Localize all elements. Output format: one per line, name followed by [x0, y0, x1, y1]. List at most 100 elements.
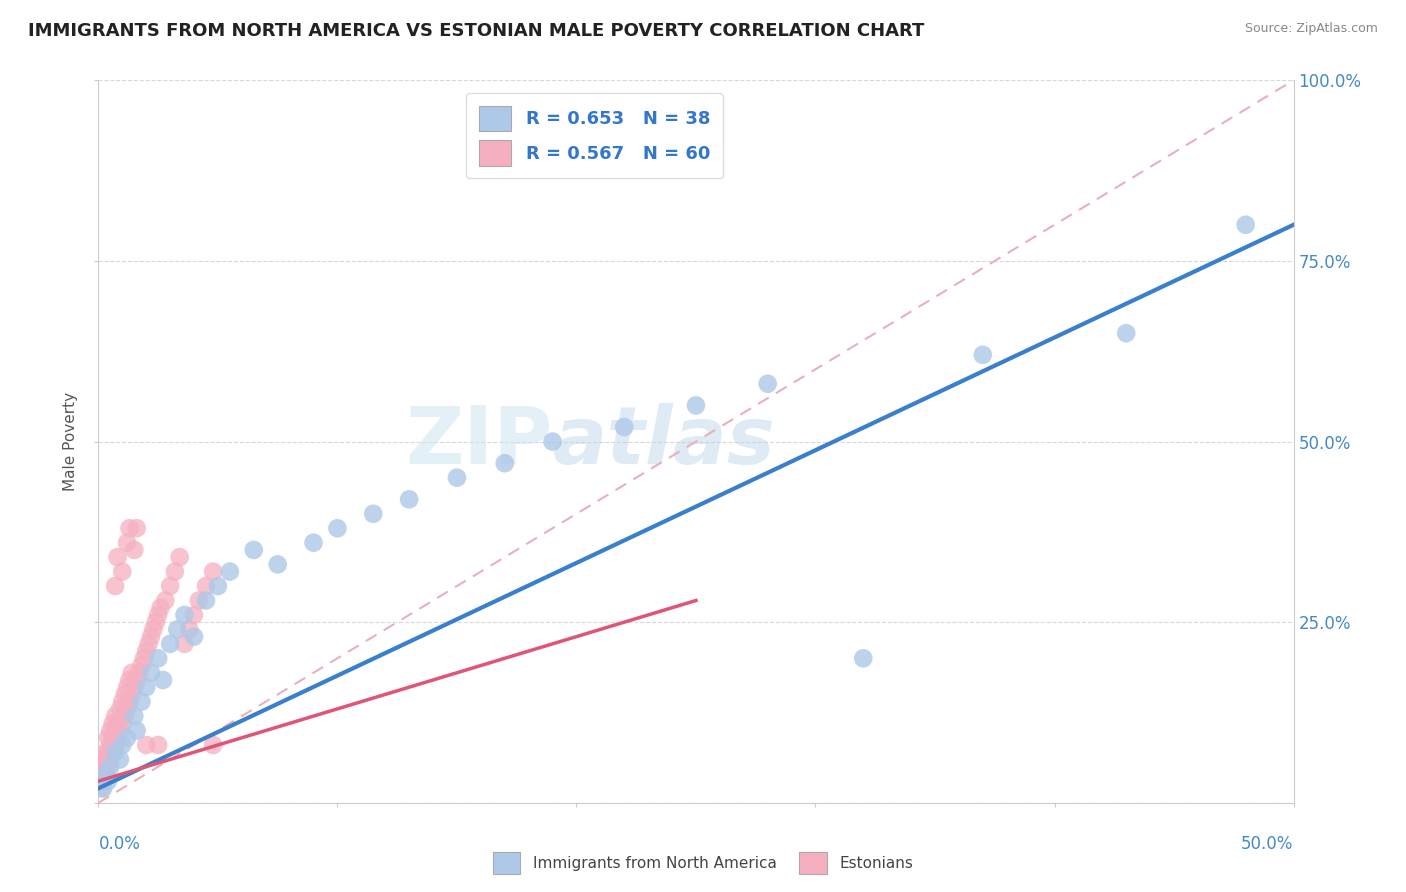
Point	[114, 687, 136, 701]
Point	[179, 623, 201, 637]
Point	[124, 542, 146, 557]
Point	[125, 673, 148, 687]
Point	[135, 680, 157, 694]
Point	[115, 535, 138, 549]
Point	[114, 709, 136, 723]
Point	[207, 579, 229, 593]
Point	[118, 673, 141, 687]
Point	[1234, 218, 1257, 232]
Point	[97, 760, 120, 774]
Point	[91, 774, 114, 789]
Point	[139, 630, 162, 644]
Point	[169, 550, 191, 565]
Point	[107, 731, 129, 745]
Text: IMMIGRANTS FROM NORTH AMERICA VS ESTONIAN MALE POVERTY CORRELATION CHART: IMMIGRANTS FROM NORTH AMERICA VS ESTONIA…	[28, 22, 925, 40]
Point	[685, 398, 707, 412]
Point	[149, 600, 172, 615]
Point	[131, 695, 153, 709]
Point	[125, 723, 148, 738]
Point	[173, 607, 195, 622]
Point	[148, 607, 170, 622]
Point	[111, 716, 134, 731]
Point	[91, 752, 114, 766]
Point	[326, 521, 349, 535]
Point	[98, 760, 122, 774]
Point	[91, 760, 114, 774]
Point	[135, 738, 157, 752]
Text: 0.0%: 0.0%	[98, 835, 141, 854]
Point	[166, 623, 188, 637]
Point	[118, 521, 141, 535]
Point	[98, 738, 122, 752]
Point	[97, 731, 120, 745]
Point	[195, 593, 218, 607]
Point	[107, 550, 129, 565]
Point	[91, 781, 114, 796]
Point	[124, 709, 146, 723]
Text: atlas: atlas	[553, 402, 775, 481]
Point	[159, 579, 181, 593]
Text: 50.0%: 50.0%	[1241, 835, 1294, 854]
Point	[398, 492, 420, 507]
Point	[111, 738, 134, 752]
Point	[121, 665, 143, 680]
Point	[98, 752, 122, 766]
Point	[90, 767, 112, 781]
Point	[90, 781, 112, 796]
Legend: Immigrants from North America, Estonians: Immigrants from North America, Estonians	[486, 846, 920, 880]
Point	[94, 767, 117, 781]
Point	[202, 565, 225, 579]
Point	[152, 673, 174, 687]
Point	[142, 623, 165, 637]
Point	[148, 738, 170, 752]
Point	[852, 651, 875, 665]
Point	[135, 644, 157, 658]
Point	[104, 709, 127, 723]
Point	[131, 658, 153, 673]
Point	[115, 731, 138, 745]
Point	[121, 687, 143, 701]
Point	[108, 752, 131, 766]
Point	[613, 420, 636, 434]
Point	[202, 738, 225, 752]
Point	[108, 702, 131, 716]
Y-axis label: Male Poverty: Male Poverty	[63, 392, 79, 491]
Point	[173, 637, 195, 651]
Point	[104, 723, 127, 738]
Point	[541, 434, 564, 449]
Legend: R = 0.653   N = 38, R = 0.567   N = 60: R = 0.653 N = 38, R = 0.567 N = 60	[465, 93, 723, 178]
Point	[145, 615, 167, 630]
Point	[108, 723, 131, 738]
Point	[756, 376, 779, 391]
Point	[125, 521, 148, 535]
Point	[195, 579, 218, 593]
Point	[118, 695, 141, 709]
Point	[972, 348, 994, 362]
Point	[98, 723, 122, 738]
Text: ZIP: ZIP	[405, 402, 553, 481]
Point	[132, 651, 155, 665]
Point	[111, 695, 134, 709]
Point	[115, 680, 138, 694]
Point	[104, 738, 127, 752]
Point	[101, 716, 124, 731]
Point	[124, 680, 146, 694]
Point	[94, 767, 117, 781]
Point	[94, 745, 117, 759]
Point	[187, 593, 209, 607]
Point	[267, 558, 290, 572]
Point	[363, 507, 385, 521]
Point	[101, 745, 124, 759]
Point	[111, 565, 134, 579]
Point	[243, 542, 266, 557]
Point	[128, 665, 150, 680]
Point	[104, 579, 127, 593]
Point	[1115, 326, 1137, 340]
Point	[446, 470, 468, 484]
Point	[183, 630, 205, 644]
Point	[148, 651, 170, 665]
Point	[494, 456, 516, 470]
Point	[104, 745, 127, 759]
Point	[97, 774, 120, 789]
Point	[159, 637, 181, 651]
